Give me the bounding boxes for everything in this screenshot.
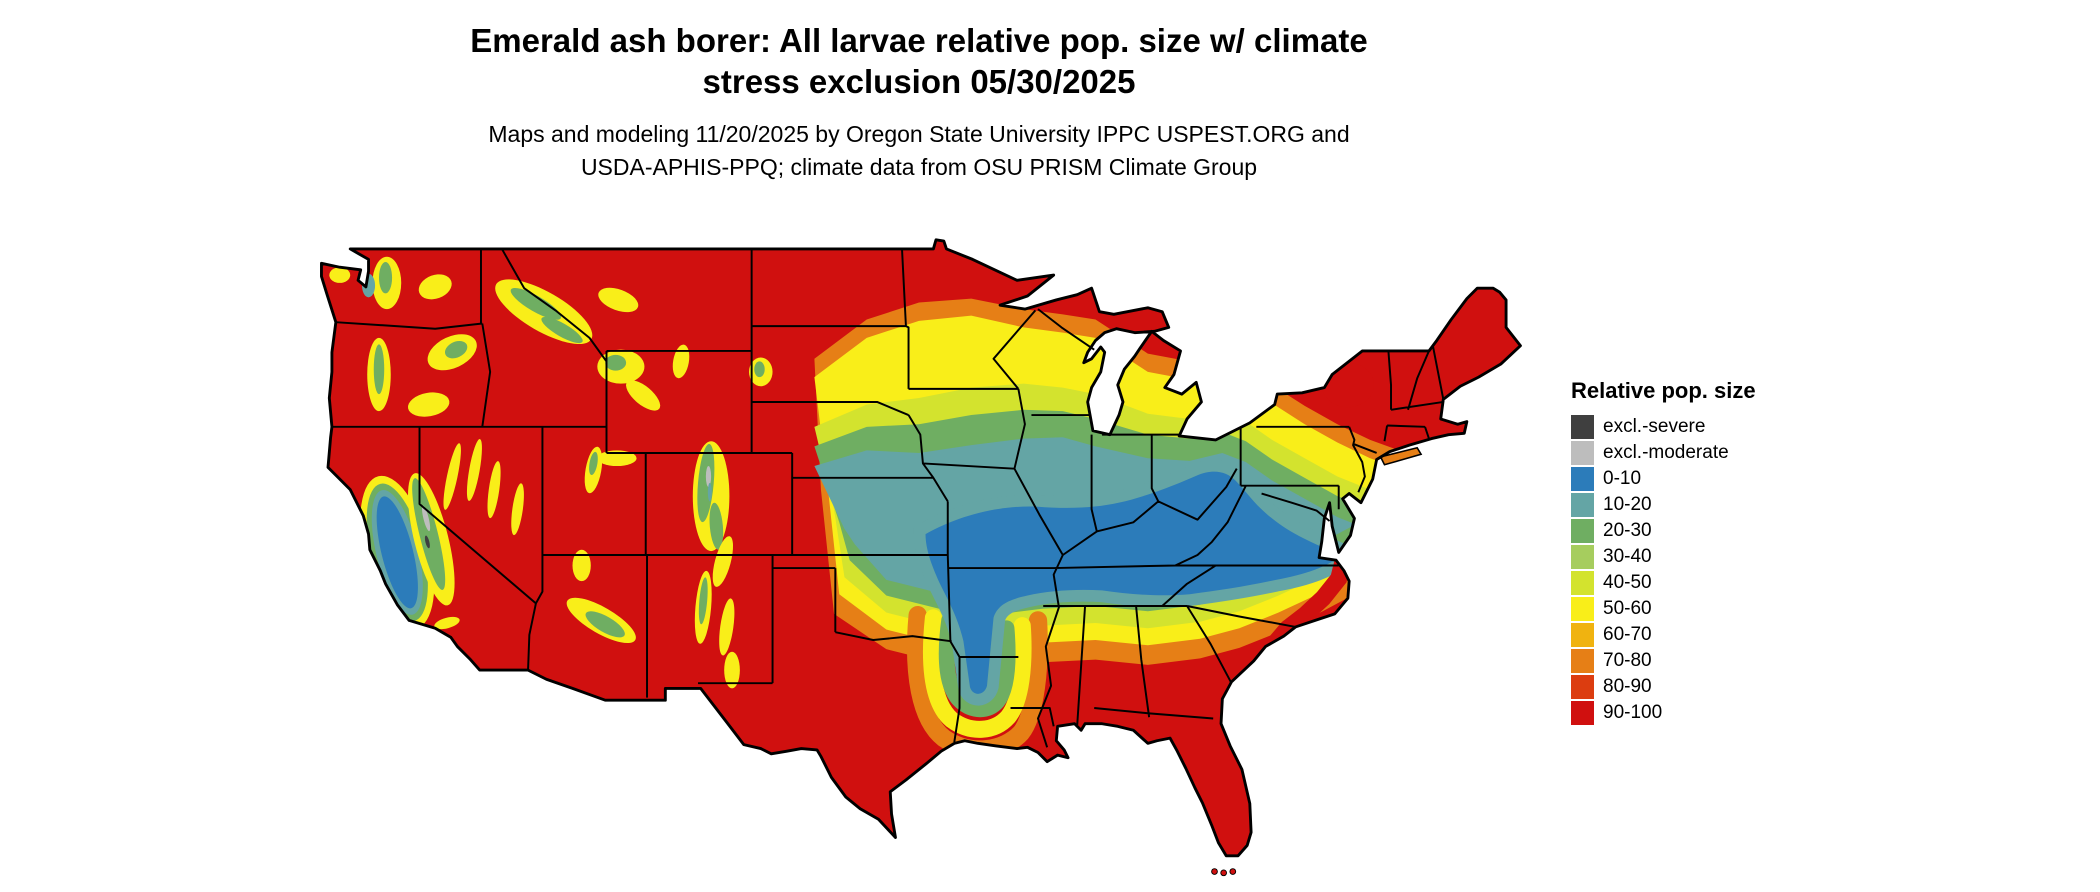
- legend-row: 60-70: [1571, 622, 1871, 648]
- legend-swatch: [1571, 571, 1594, 595]
- us-map-svg: [320, 238, 1522, 877]
- us-outline: [320, 238, 1522, 858]
- florida-keys-dot: [1211, 868, 1218, 875]
- legend-row: 0-10: [1571, 466, 1871, 492]
- legend-label: 80-90: [1603, 676, 1652, 697]
- legend-label: 50-60: [1603, 598, 1652, 619]
- legend-label: 30-40: [1603, 546, 1652, 567]
- legend-swatch: [1571, 545, 1594, 569]
- legend-row: 40-50: [1571, 570, 1871, 596]
- legend-label: 10-20: [1603, 494, 1652, 515]
- map-title-line1: Emerald ash borer: All larvae relative p…: [470, 22, 1368, 59]
- legend-swatch: [1571, 519, 1594, 543]
- legend-swatch: [1571, 623, 1594, 647]
- legend-row: excl.-moderate: [1571, 440, 1871, 466]
- legend-title: Relative pop. size: [1571, 378, 1756, 403]
- legend-row: excl.-severe: [1571, 414, 1871, 440]
- tongue-ring-yellow: [922, 609, 1032, 738]
- legend-swatch: [1571, 597, 1594, 621]
- legend-row: 90-100: [1571, 700, 1871, 726]
- florida-keys-dot: [1229, 868, 1237, 875]
- legend-row: 50-60: [1571, 596, 1871, 622]
- legend-swatch: [1571, 441, 1594, 465]
- florida-keys-dot: [1220, 869, 1227, 877]
- legend-row: 30-40: [1571, 544, 1871, 570]
- legend-swatch: [1571, 493, 1594, 517]
- legend-label: 90-100: [1603, 702, 1663, 723]
- legend-label: 20-30: [1603, 520, 1652, 541]
- map-region-0-10-belt: [913, 459, 1364, 706]
- legend-swatch: [1571, 649, 1594, 673]
- legend-swatch: [1571, 701, 1594, 725]
- legend-label: excl.-severe: [1603, 416, 1706, 437]
- map-subtitle: Maps and modeling 11/20/2025 by Oregon S…: [311, 118, 1527, 184]
- legend-swatch: [1571, 415, 1594, 439]
- legend: Relative pop. size excl.-severe excl.-mod…: [1571, 378, 1871, 726]
- legend-items: excl.-severe excl.-moderate 0-10 10-20 20-30…: [1571, 414, 1871, 726]
- legend-swatch: [1571, 467, 1594, 491]
- legend-row: 20-30: [1571, 518, 1871, 544]
- us-map: [311, 228, 1527, 882]
- legend-row: 80-90: [1571, 674, 1871, 700]
- state-borders: [331, 248, 1445, 748]
- legend-row: 70-80: [1571, 648, 1871, 674]
- adirondack-red-blob: [1321, 362, 1375, 408]
- legend-label: 40-50: [1603, 572, 1652, 593]
- western-terrain-patches: [329, 256, 773, 689]
- islands: [1211, 446, 1423, 877]
- legend-row: 10-20: [1571, 492, 1871, 518]
- legend-label: excl.-moderate: [1603, 442, 1729, 463]
- map-title-line2: stress exclusion 05/30/2025: [702, 63, 1136, 100]
- map-subtitle-line1: Maps and modeling 11/20/2025 by Oregon S…: [488, 121, 1350, 147]
- tongue-ring-green: [938, 612, 1016, 718]
- legend-label: 0-10: [1603, 468, 1642, 489]
- legend-label: 70-80: [1603, 650, 1652, 671]
- legend-swatch: [1571, 675, 1594, 699]
- map-title: Emerald ash borer: All larvae relative p…: [311, 20, 1527, 102]
- legend-label: 60-70: [1603, 624, 1652, 645]
- long-island: [1379, 446, 1423, 466]
- map-subtitle-line2: USDA-APHIS-PPQ; climate data from OSU PR…: [580, 154, 1258, 180]
